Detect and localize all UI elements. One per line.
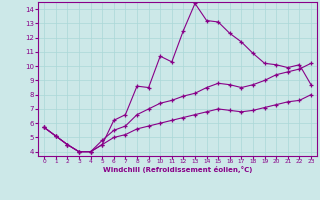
- X-axis label: Windchill (Refroidissement éolien,°C): Windchill (Refroidissement éolien,°C): [103, 166, 252, 173]
